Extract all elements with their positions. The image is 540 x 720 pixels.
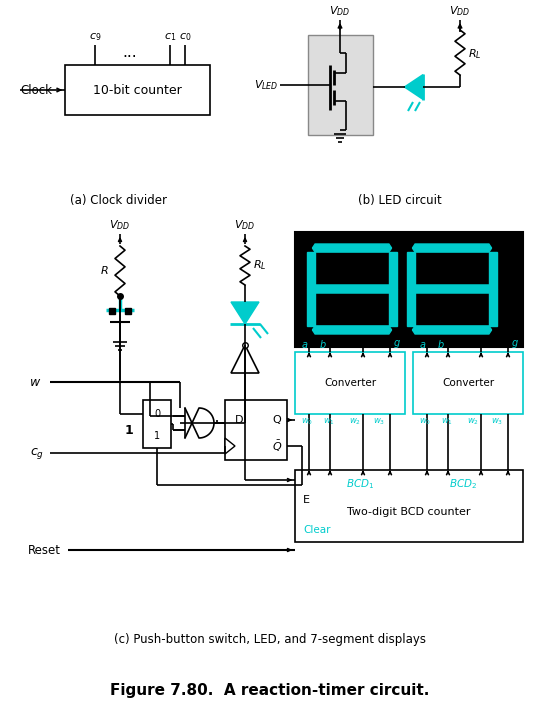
Text: E: E [303,495,310,505]
Text: (c) Push-button switch, LED, and 7-segment displays: (c) Push-button switch, LED, and 7-segme… [114,634,426,647]
Text: (b) LED circuit: (b) LED circuit [358,194,442,207]
Polygon shape [413,326,491,330]
Text: 1: 1 [154,431,160,441]
Polygon shape [407,252,415,289]
Polygon shape [307,252,315,289]
Bar [413,352,523,414]
Polygon shape [489,252,497,289]
Text: $R_L$: $R_L$ [253,258,267,272]
Polygon shape [405,75,423,99]
Bar [295,470,523,542]
Bar [143,400,171,448]
Text: $c_9$: $c_9$ [89,31,101,43]
Text: $a$: $a$ [420,340,427,350]
Polygon shape [413,289,491,293]
Polygon shape [313,326,392,330]
Text: $V_{DD}$: $V_{DD}$ [110,218,131,232]
Text: $R_L$: $R_L$ [468,47,482,61]
Text: $w_3$: $w_3$ [373,416,385,426]
Polygon shape [413,248,491,252]
Text: $c_g$: $c_g$ [30,446,44,461]
Text: $BCD_2$: $BCD_2$ [449,477,477,491]
Text: ...: ... [343,331,356,345]
Polygon shape [313,285,392,289]
Text: Two-digit BCD counter: Two-digit BCD counter [347,507,471,517]
Text: $w_1$: $w_1$ [441,416,453,426]
Text: Converter: Converter [442,378,494,388]
Text: $c_1$: $c_1$ [164,31,176,43]
Text: ...: ... [123,45,137,60]
Bar [225,400,287,460]
Text: $w_3$: $w_3$ [491,416,503,426]
Text: $a$: $a$ [301,340,309,350]
Text: $g$: $g$ [393,338,401,350]
Text: D: D [235,415,243,425]
Text: $V_{LED}$: $V_{LED}$ [254,78,278,92]
Text: Clear: Clear [303,525,330,535]
Text: $V_{DD}$: $V_{DD}$ [329,4,350,18]
Text: $b$: $b$ [437,338,445,350]
Text: w: w [30,376,40,389]
Text: 1: 1 [124,423,133,436]
Polygon shape [413,330,491,334]
Polygon shape [313,244,392,248]
Bar [65,65,210,115]
Text: R: R [100,266,108,276]
Polygon shape [313,330,392,334]
Bar [295,232,523,347]
Text: 0: 0 [154,409,160,419]
Text: Converter: Converter [324,378,376,388]
Text: $g$: $g$ [511,338,519,350]
Bar [308,35,373,135]
Text: $w_1$: $w_1$ [323,416,335,426]
Text: Q: Q [273,415,281,425]
Text: 10-bit counter: 10-bit counter [93,84,182,96]
Text: $c_0$: $c_0$ [179,31,191,43]
Polygon shape [225,438,235,454]
Text: $w_2$: $w_2$ [467,416,479,426]
Text: $\bar{Q}$: $\bar{Q}$ [272,438,282,454]
Text: $BCD_1$: $BCD_1$ [346,477,374,491]
Bar [295,352,405,414]
Polygon shape [413,285,491,289]
Polygon shape [413,244,491,248]
Text: $b$: $b$ [319,338,327,350]
Text: $w_0$: $w_0$ [301,416,313,426]
Polygon shape [389,289,397,326]
Polygon shape [489,289,497,326]
Text: ...: ... [462,331,475,345]
Text: $V_{DD}$: $V_{DD}$ [234,218,255,232]
Polygon shape [407,289,415,326]
Text: Clock: Clock [20,84,52,96]
Polygon shape [313,248,392,252]
Text: Figure 7.80.  A reaction-timer circuit.: Figure 7.80. A reaction-timer circuit. [110,683,430,698]
Text: $w_0$: $w_0$ [419,416,431,426]
Polygon shape [185,408,214,438]
Polygon shape [231,302,259,324]
Text: $V_{DD}$: $V_{DD}$ [449,4,470,18]
Text: Reset: Reset [28,544,61,557]
Text: $w_2$: $w_2$ [349,416,361,426]
Polygon shape [389,252,397,289]
Polygon shape [313,289,392,293]
Polygon shape [307,289,315,326]
Text: (a) Clock divider: (a) Clock divider [70,194,166,207]
Polygon shape [231,345,259,373]
